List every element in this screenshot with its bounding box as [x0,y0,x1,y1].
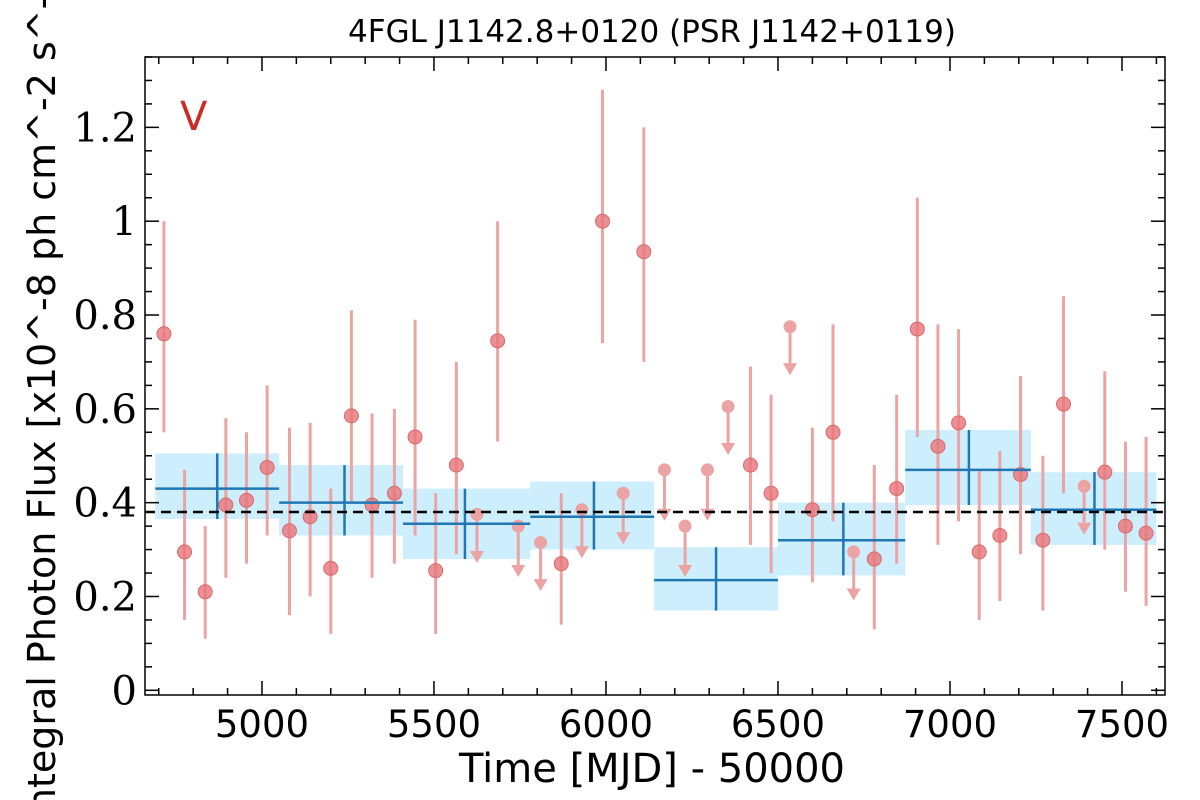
upper-limit-arrowhead [616,532,631,545]
y-tick-label: 0.2 [73,574,137,620]
data-point [971,544,987,560]
data-point [323,560,339,576]
upper-limit-marker [783,320,797,334]
x-tick-label: 5000 [215,703,309,746]
bins-layer [155,429,1157,611]
data-point [197,584,213,600]
upper-limit-arrowhead [511,565,526,578]
data-point [281,523,297,539]
upper-limit-marker [1077,479,1091,493]
data-point [238,492,254,508]
x-tick-label: 7000 [903,703,997,746]
data-point [490,333,506,349]
upper-limit-arrowhead [469,550,484,563]
plot-frame [144,56,1166,696]
bin-band [279,465,404,536]
x-axis-label: Time [MJD] - 50000 [458,746,845,792]
upper-limit-marker [534,536,548,550]
data-point [930,438,946,454]
data-point [386,485,402,501]
data-point [343,408,359,424]
upper-limit-marker [847,545,861,559]
data-point [742,457,758,473]
data-point [1117,518,1133,534]
y-tick-label: 0.4 [73,481,137,527]
data-point [636,244,652,260]
data-point [804,502,820,518]
data-point [407,429,423,445]
data-point [156,326,172,342]
data-point [866,551,882,567]
upper-limit-arrowhead [846,588,861,601]
ticks-layer [145,56,1165,695]
data-point [448,457,464,473]
data-point [825,424,841,440]
x-tick-label: 5500 [387,703,481,746]
data-point [909,321,925,337]
upper-limit-marker [511,519,525,533]
panel-annotation: V [180,94,208,140]
data-point [553,556,569,572]
y-tick-label: 1.2 [73,105,137,151]
y-tick-label: 0 [112,668,137,714]
upper-limit-arrowhead [721,443,736,456]
upper-limit-marker [470,507,484,521]
data-point [951,415,967,431]
data-point [1097,464,1113,480]
upper-limit-marker [678,519,692,533]
data-point [259,459,275,475]
upper-limit-arrowhead [574,546,589,559]
data-point [428,563,444,579]
data-point [364,497,380,513]
upper-limit-arrowhead [783,363,798,376]
y-tick-label: 0.6 [73,387,137,433]
data-point [889,481,905,497]
data-point [992,528,1008,543]
upper-limit-arrowhead [657,508,672,521]
points-layer [156,213,1154,600]
x-tick-label: 7500 [1075,703,1169,746]
data-point [1138,525,1154,541]
upper-limit-marker [657,463,671,477]
upper-limit-arrowhead [533,579,548,592]
data-point [1035,532,1051,548]
tick-labels-layer: 5000 5500 6000 6500 7000 7500 0 0.2 0.4 0.6 0.8 1 1.… [73,105,1169,746]
upper-limit-marker [721,399,735,413]
data-point [763,485,779,501]
upper-limit-arrowhead [678,565,693,578]
upper-limit-marker [700,463,714,477]
data-point [218,497,234,513]
upper-limit-arrowhead [1077,522,1092,535]
y-tick-label: 1 [112,199,137,245]
x-tick-label: 6000 [559,703,653,746]
data-point [595,213,611,229]
data-point [177,544,193,560]
data-point [1056,396,1072,412]
y-axis-label: Integral Photon Flux [x10^-8 ph cm^-2 s^… [20,0,64,800]
upper-limit-marker [616,486,630,500]
chart-title: 4FGL J1142.8+0120 (PSR J1142+0119) [348,14,956,50]
y-tick-label: 0.8 [73,293,137,339]
x-tick-label: 6500 [731,703,825,746]
upper-limit-arrowhead [700,508,715,521]
upper-limit-marker [575,503,589,517]
